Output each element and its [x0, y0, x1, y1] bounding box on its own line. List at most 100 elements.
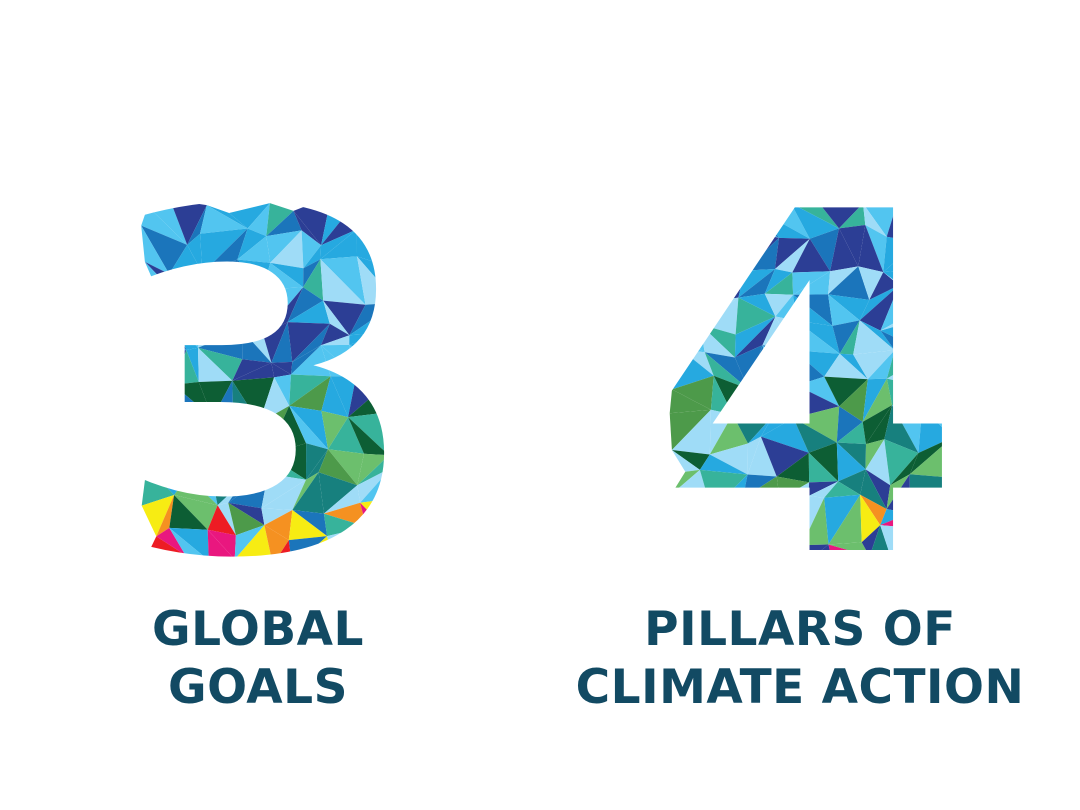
mosaic-tile — [203, 559, 235, 592]
mosaic-tile — [793, 418, 837, 453]
mosaic-tile — [232, 359, 272, 381]
mosaic-tile — [173, 384, 213, 424]
mosaic-tile — [291, 345, 331, 377]
mosaic-tile — [176, 273, 207, 303]
label-line-2: CLIMATE ACTION — [575, 660, 1025, 715]
mosaic-tile — [173, 382, 213, 418]
mosaic-tile — [705, 230, 745, 271]
mosaic-tile — [777, 529, 802, 571]
mosaic-tile — [836, 556, 870, 588]
mosaic-tile — [764, 272, 794, 295]
stat-label: GLOBAL GOALS — [28, 601, 488, 717]
mosaic-tile — [388, 455, 422, 468]
mosaic-tile — [839, 320, 860, 355]
mosaic-tile — [387, 324, 420, 362]
mosaic-tile — [671, 450, 700, 472]
mosaic-tile — [713, 375, 749, 415]
mosaic-tile — [321, 344, 356, 377]
mosaic-tile — [883, 269, 927, 305]
mosaic-tile — [700, 297, 739, 325]
mosaic-tile — [790, 203, 839, 239]
mosaic-tile — [793, 271, 831, 295]
mosaic-tile — [832, 320, 860, 354]
mosaic-tile — [349, 344, 389, 377]
mosaic-tile — [328, 417, 364, 454]
mosaic-tile — [289, 374, 331, 406]
mosaic-tile — [386, 525, 416, 559]
mosaic-tile — [731, 561, 778, 594]
mosaic-tile — [669, 303, 700, 332]
mosaic-tile — [388, 324, 422, 362]
mosaic-tile — [321, 323, 350, 346]
mosaic-tile — [211, 412, 247, 449]
mosaic-tile — [243, 448, 268, 481]
numeral-three-mosaic: 3 — [140, 196, 422, 605]
mosaic-tile — [349, 332, 388, 345]
mosaic-tile — [202, 293, 242, 330]
mosaic-tile — [778, 545, 802, 572]
mosaic-tile — [824, 376, 868, 407]
mosaic-tile — [700, 297, 739, 335]
mosaic-tile — [915, 269, 944, 305]
mosaic-tile — [762, 345, 797, 386]
mosaic-tile — [320, 229, 357, 260]
mosaic-tile — [828, 294, 870, 321]
mosaic-tile — [672, 375, 714, 410]
mosaic-tile — [796, 376, 840, 407]
mosaic-tile — [237, 259, 271, 290]
mosaic-tile — [709, 561, 745, 594]
mosaic-tile — [348, 376, 388, 418]
mosaic-tile — [241, 330, 272, 363]
stat-label: PILLARS OF CLIMATE ACTION — [570, 601, 1030, 717]
mosaic-tile — [203, 559, 235, 592]
mosaic-tile — [141, 466, 175, 506]
mosaic-tile — [388, 451, 422, 468]
mosaic-tile — [860, 469, 887, 510]
mosaic-tile — [267, 454, 306, 480]
mosaic-tile — [356, 197, 392, 232]
mosaic-tile — [886, 354, 931, 386]
mosaic-tile — [289, 405, 328, 450]
mosaic-tile — [228, 473, 268, 509]
mosaic-tile — [200, 228, 248, 274]
mosaic-tile — [287, 300, 330, 324]
mosaic-tile — [865, 439, 885, 470]
mosaic-tile — [169, 527, 209, 561]
mosaic-tile — [266, 210, 302, 237]
mosaic-tile — [835, 556, 870, 586]
mosaic-tile — [211, 448, 247, 481]
mosaic-tile — [839, 225, 866, 267]
mosaic-tile — [397, 558, 415, 598]
mosaic-tile — [824, 494, 861, 545]
mosaic-tile — [734, 345, 763, 389]
mosaic-tile — [270, 262, 304, 288]
mosaic-tile — [773, 385, 797, 416]
mosaic-tile — [681, 570, 716, 604]
mosaic-tile — [386, 390, 419, 424]
mosaic-tile — [259, 405, 290, 455]
mosaic-tile — [348, 412, 389, 456]
mosaic-tile — [217, 480, 244, 506]
mosaic-tile — [707, 535, 749, 571]
mosaic-tile — [742, 498, 780, 530]
mosaic-tile — [147, 199, 188, 245]
mosaic-tile — [140, 350, 187, 385]
mosaic-tile — [705, 226, 745, 268]
mosaic-tile — [919, 305, 951, 329]
numeral-four-mosaic: 4 — [669, 198, 961, 605]
mosaic-tile — [760, 418, 809, 453]
mosaic-tile — [880, 509, 910, 526]
mosaic-tile — [287, 287, 324, 323]
label-line-1: GLOBAL — [152, 602, 364, 657]
mosaic-tile — [185, 555, 209, 592]
mosaic-tile — [289, 376, 331, 411]
mosaic-tile — [207, 529, 236, 560]
mosaic-tile — [808, 442, 839, 482]
mosaic-tile — [217, 502, 236, 536]
mosaic-tile — [801, 496, 825, 546]
mosaic-tile — [828, 266, 859, 295]
mosaic-tile — [795, 571, 837, 586]
mosaic-tile — [808, 481, 839, 498]
mosaic-tile — [671, 494, 712, 546]
stat-pillars-climate-action: 4 PILLARS OF CLIMATE ACTION — [570, 198, 1030, 717]
